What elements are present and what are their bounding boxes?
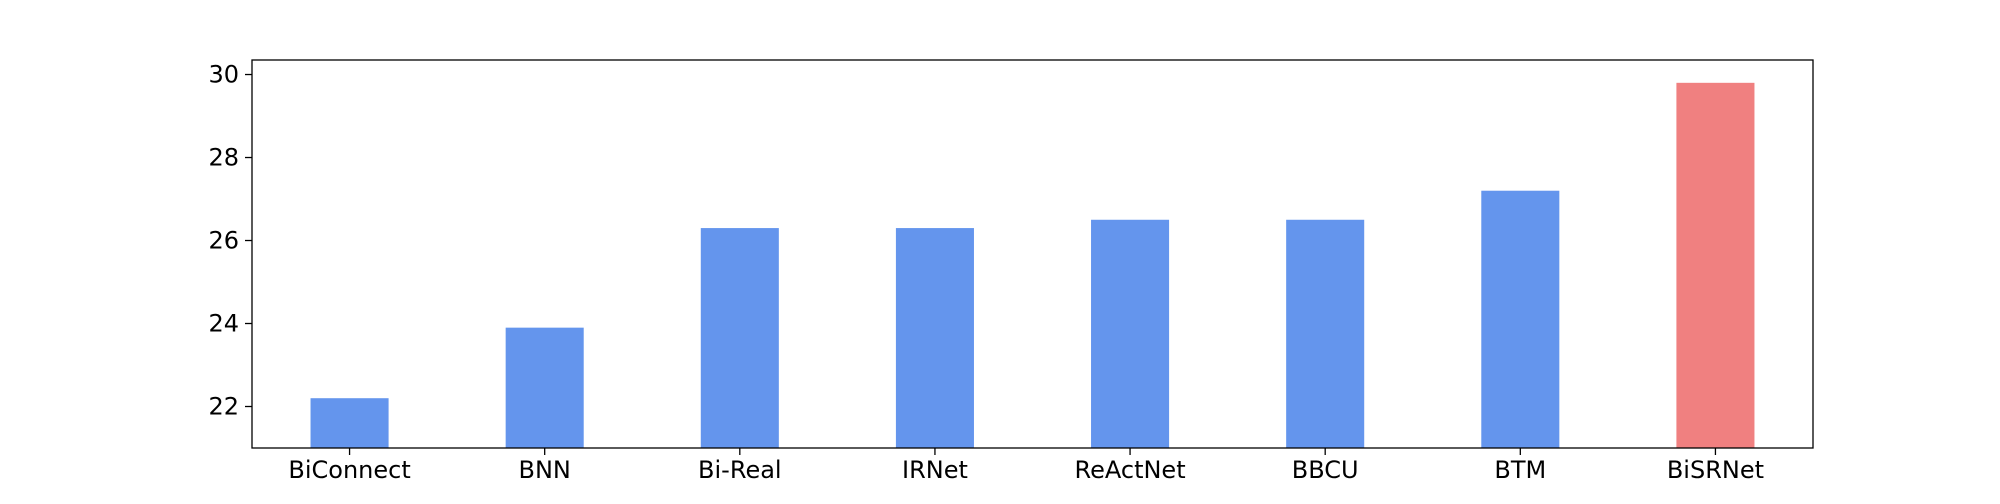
y-tick-label: 30 [208,61,239,89]
bar-bbcu [1286,219,1365,448]
x-tick-label: IRNet [902,456,968,484]
plot-frame [251,59,1814,449]
x-tick-label: BBCU [1292,456,1359,484]
bars-layer [310,82,1755,448]
y-tick-label: 28 [208,144,239,172]
y-tick-label: 26 [208,227,239,255]
bar-reactnet [1091,219,1170,448]
y-axis: 22 24 26 28 30 [208,61,252,421]
x-tick-label: BiConnect [288,456,410,484]
x-tick-label: BiSRNet [1667,456,1764,484]
bar-bi-real [700,228,779,448]
y-tick-label: 22 [208,393,239,421]
bar-bnn [505,327,584,448]
x-axis: BiConnect BNN Bi-Real IRNet ReActNet BBCU BTM B… [288,448,1764,484]
x-tick-label: BTM [1494,456,1546,484]
x-tick-label: BNN [519,456,571,484]
x-tick-label: Bi-Real [698,456,782,484]
bar-btm [1481,190,1560,448]
y-tick-label: 24 [208,310,239,338]
x-tick-label: ReActNet [1075,456,1186,484]
bar-bisrnet [1676,82,1755,448]
bar-irnet [895,228,974,448]
bar-biconnect [310,398,389,448]
